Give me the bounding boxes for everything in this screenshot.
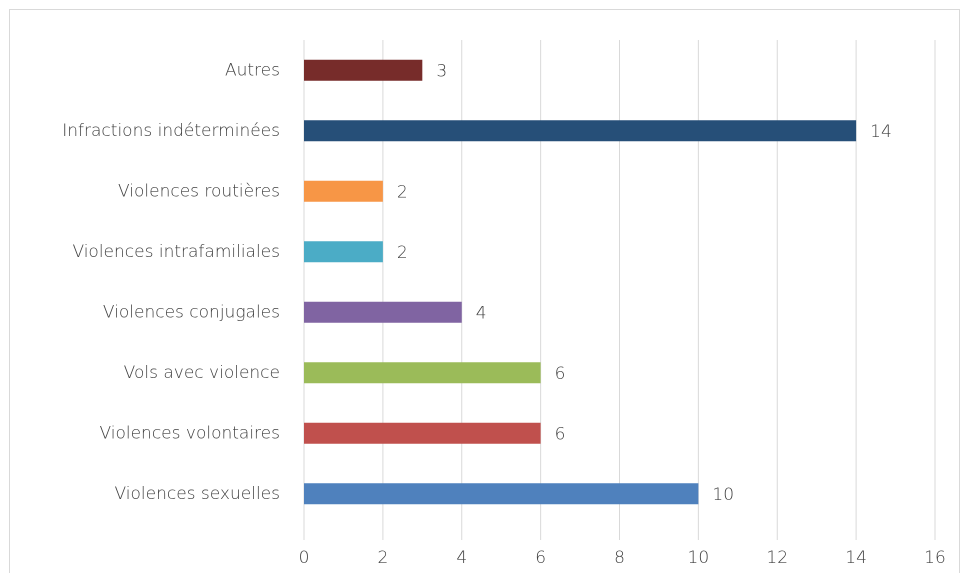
bar	[304, 180, 383, 202]
bar	[304, 120, 857, 142]
bar	[304, 483, 699, 505]
value-label: 10	[712, 485, 734, 505]
value-label: 14	[870, 122, 892, 142]
y-tick-label: Violences routières	[118, 181, 280, 201]
value-label: 6	[555, 424, 566, 444]
value-label: 2	[397, 243, 408, 263]
x-tick-label: 6	[535, 548, 546, 568]
y-tick-label: Violences intrafamiliales	[72, 242, 280, 262]
y-tick-label: Infractions indéterminées	[62, 121, 280, 141]
y-tick-label: Violences sexuelles	[115, 484, 280, 504]
bar	[304, 362, 541, 384]
x-tick-label: 14	[845, 548, 867, 568]
value-label: 4	[476, 303, 487, 323]
value-label: 2	[397, 182, 408, 202]
y-tick-label: Violences conjugales	[103, 302, 280, 322]
x-tick-label: 16	[924, 548, 946, 568]
bar	[304, 241, 383, 263]
x-tick-label: 8	[614, 548, 625, 568]
x-tick-label: 4	[456, 548, 467, 568]
y-tick-label: Autres	[225, 60, 280, 80]
bar	[304, 301, 462, 323]
bar	[304, 422, 541, 444]
x-tick-label: 10	[688, 548, 710, 568]
x-tick-label: 12	[766, 548, 788, 568]
value-label: 3	[436, 61, 447, 81]
bar	[304, 59, 423, 81]
y-tick-label: Violences volontaires	[99, 423, 280, 443]
value-label: 6	[555, 364, 566, 384]
x-tick-label: 0	[299, 548, 310, 568]
y-tick-label: Vols avec violence	[124, 363, 280, 383]
x-tick-label: 2	[377, 548, 388, 568]
